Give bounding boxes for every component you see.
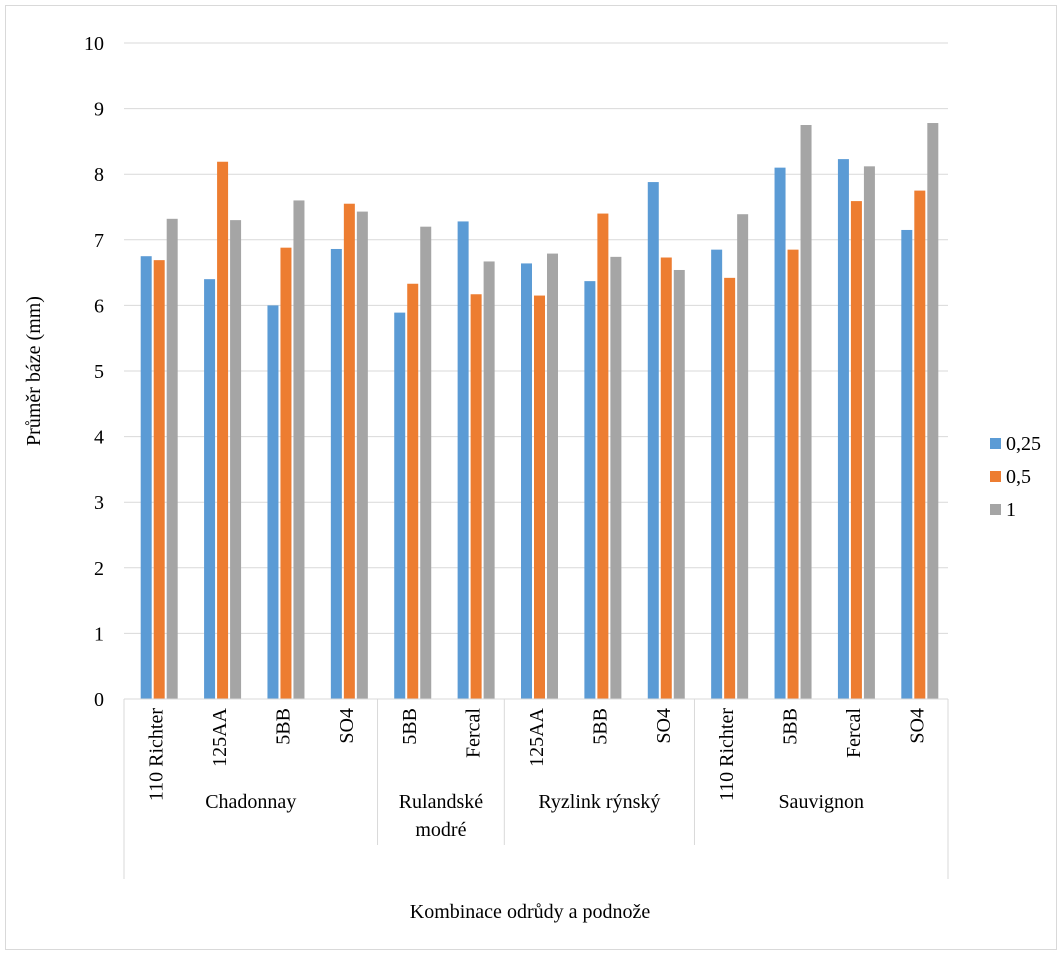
y-tick-label: 7: [94, 230, 104, 252]
category-label: Fercal: [463, 708, 485, 758]
group-label: modré: [415, 819, 466, 841]
bar: [230, 220, 242, 699]
bar: [483, 261, 495, 699]
y-tick-label: 8: [94, 164, 104, 186]
category-label: Fercal: [843, 708, 865, 758]
legend-label: 0,25: [1006, 433, 1041, 455]
y-tick-label: 4: [94, 427, 104, 449]
bar: [647, 182, 659, 699]
y-tick-label: 1: [94, 623, 104, 645]
category-label: 5BB: [272, 708, 294, 745]
bar: [774, 167, 786, 699]
bar: [837, 159, 849, 700]
bar: [737, 214, 749, 699]
y-tick-label: 0: [94, 689, 104, 711]
bar: [787, 249, 799, 699]
bar: [534, 295, 545, 699]
category-label: 125AA: [209, 707, 231, 766]
category-label: SO4: [336, 708, 358, 744]
legend-label: 1: [1006, 499, 1016, 521]
bar: [584, 281, 596, 699]
bar: [660, 257, 672, 699]
category-label: 110 Richter: [716, 708, 738, 801]
axes: 0 1 2 3 4 5 6 7 8 9 10 110 Richter 125AA 5BB SO4 5BB Fer…: [84, 33, 949, 879]
bar: [356, 211, 368, 699]
bar: [457, 221, 469, 699]
legend-swatch: [990, 438, 1001, 449]
category-label: SO4: [906, 708, 928, 744]
bar: [597, 213, 609, 699]
y-tick-label: 5: [94, 361, 104, 383]
category-label: 5BB: [589, 708, 611, 745]
category-label: 110 Richter: [146, 708, 168, 801]
group-label: Chadonnay: [205, 791, 296, 813]
y-axis-title: Průměr báze (mm): [23, 296, 45, 446]
bar: [153, 260, 165, 699]
y-tick-label: 9: [94, 99, 104, 121]
bar: [901, 229, 913, 699]
legend: 0,25 0,5 1: [990, 433, 1041, 521]
bar: [711, 249, 723, 699]
category-label: 5BB: [399, 708, 421, 745]
bar: [800, 125, 812, 699]
bar: [140, 256, 152, 699]
bar: [407, 283, 419, 699]
bar: [850, 201, 862, 699]
group-label: Sauvignon: [778, 791, 864, 813]
category-label: 5BB: [780, 708, 802, 745]
bar: [166, 218, 178, 699]
bar: [673, 269, 685, 699]
legend-swatch: [990, 504, 1001, 515]
x-axis-title: Kombinace odrůdy a podnože: [410, 901, 651, 923]
bar: [470, 294, 482, 699]
y-tick-label: 3: [94, 492, 104, 514]
y-tick-label: 2: [94, 558, 104, 580]
bar: [280, 247, 292, 700]
bar: [420, 226, 432, 699]
bar: [217, 161, 229, 700]
bar: [927, 123, 939, 699]
bar: [610, 256, 622, 699]
bar: [724, 277, 736, 699]
bar: [293, 200, 305, 699]
bars: [140, 123, 939, 700]
bar: [343, 203, 355, 699]
category-label: 125AA: [526, 707, 548, 766]
bar: [394, 312, 406, 699]
y-tick-label: 10: [84, 33, 104, 55]
y-tick-label: 6: [94, 295, 104, 317]
legend-swatch: [990, 471, 1001, 482]
bar: [330, 248, 342, 700]
group-label: Rulandské: [399, 791, 484, 813]
bar: [521, 263, 532, 699]
legend-label: 0,5: [1006, 466, 1031, 488]
bar: [204, 279, 216, 699]
group-label: Ryzlink rýnský: [538, 791, 660, 813]
bar: [547, 253, 558, 699]
category-label: SO4: [653, 708, 675, 744]
bar: [267, 305, 279, 699]
bar: [914, 190, 926, 699]
bar: [863, 166, 875, 699]
